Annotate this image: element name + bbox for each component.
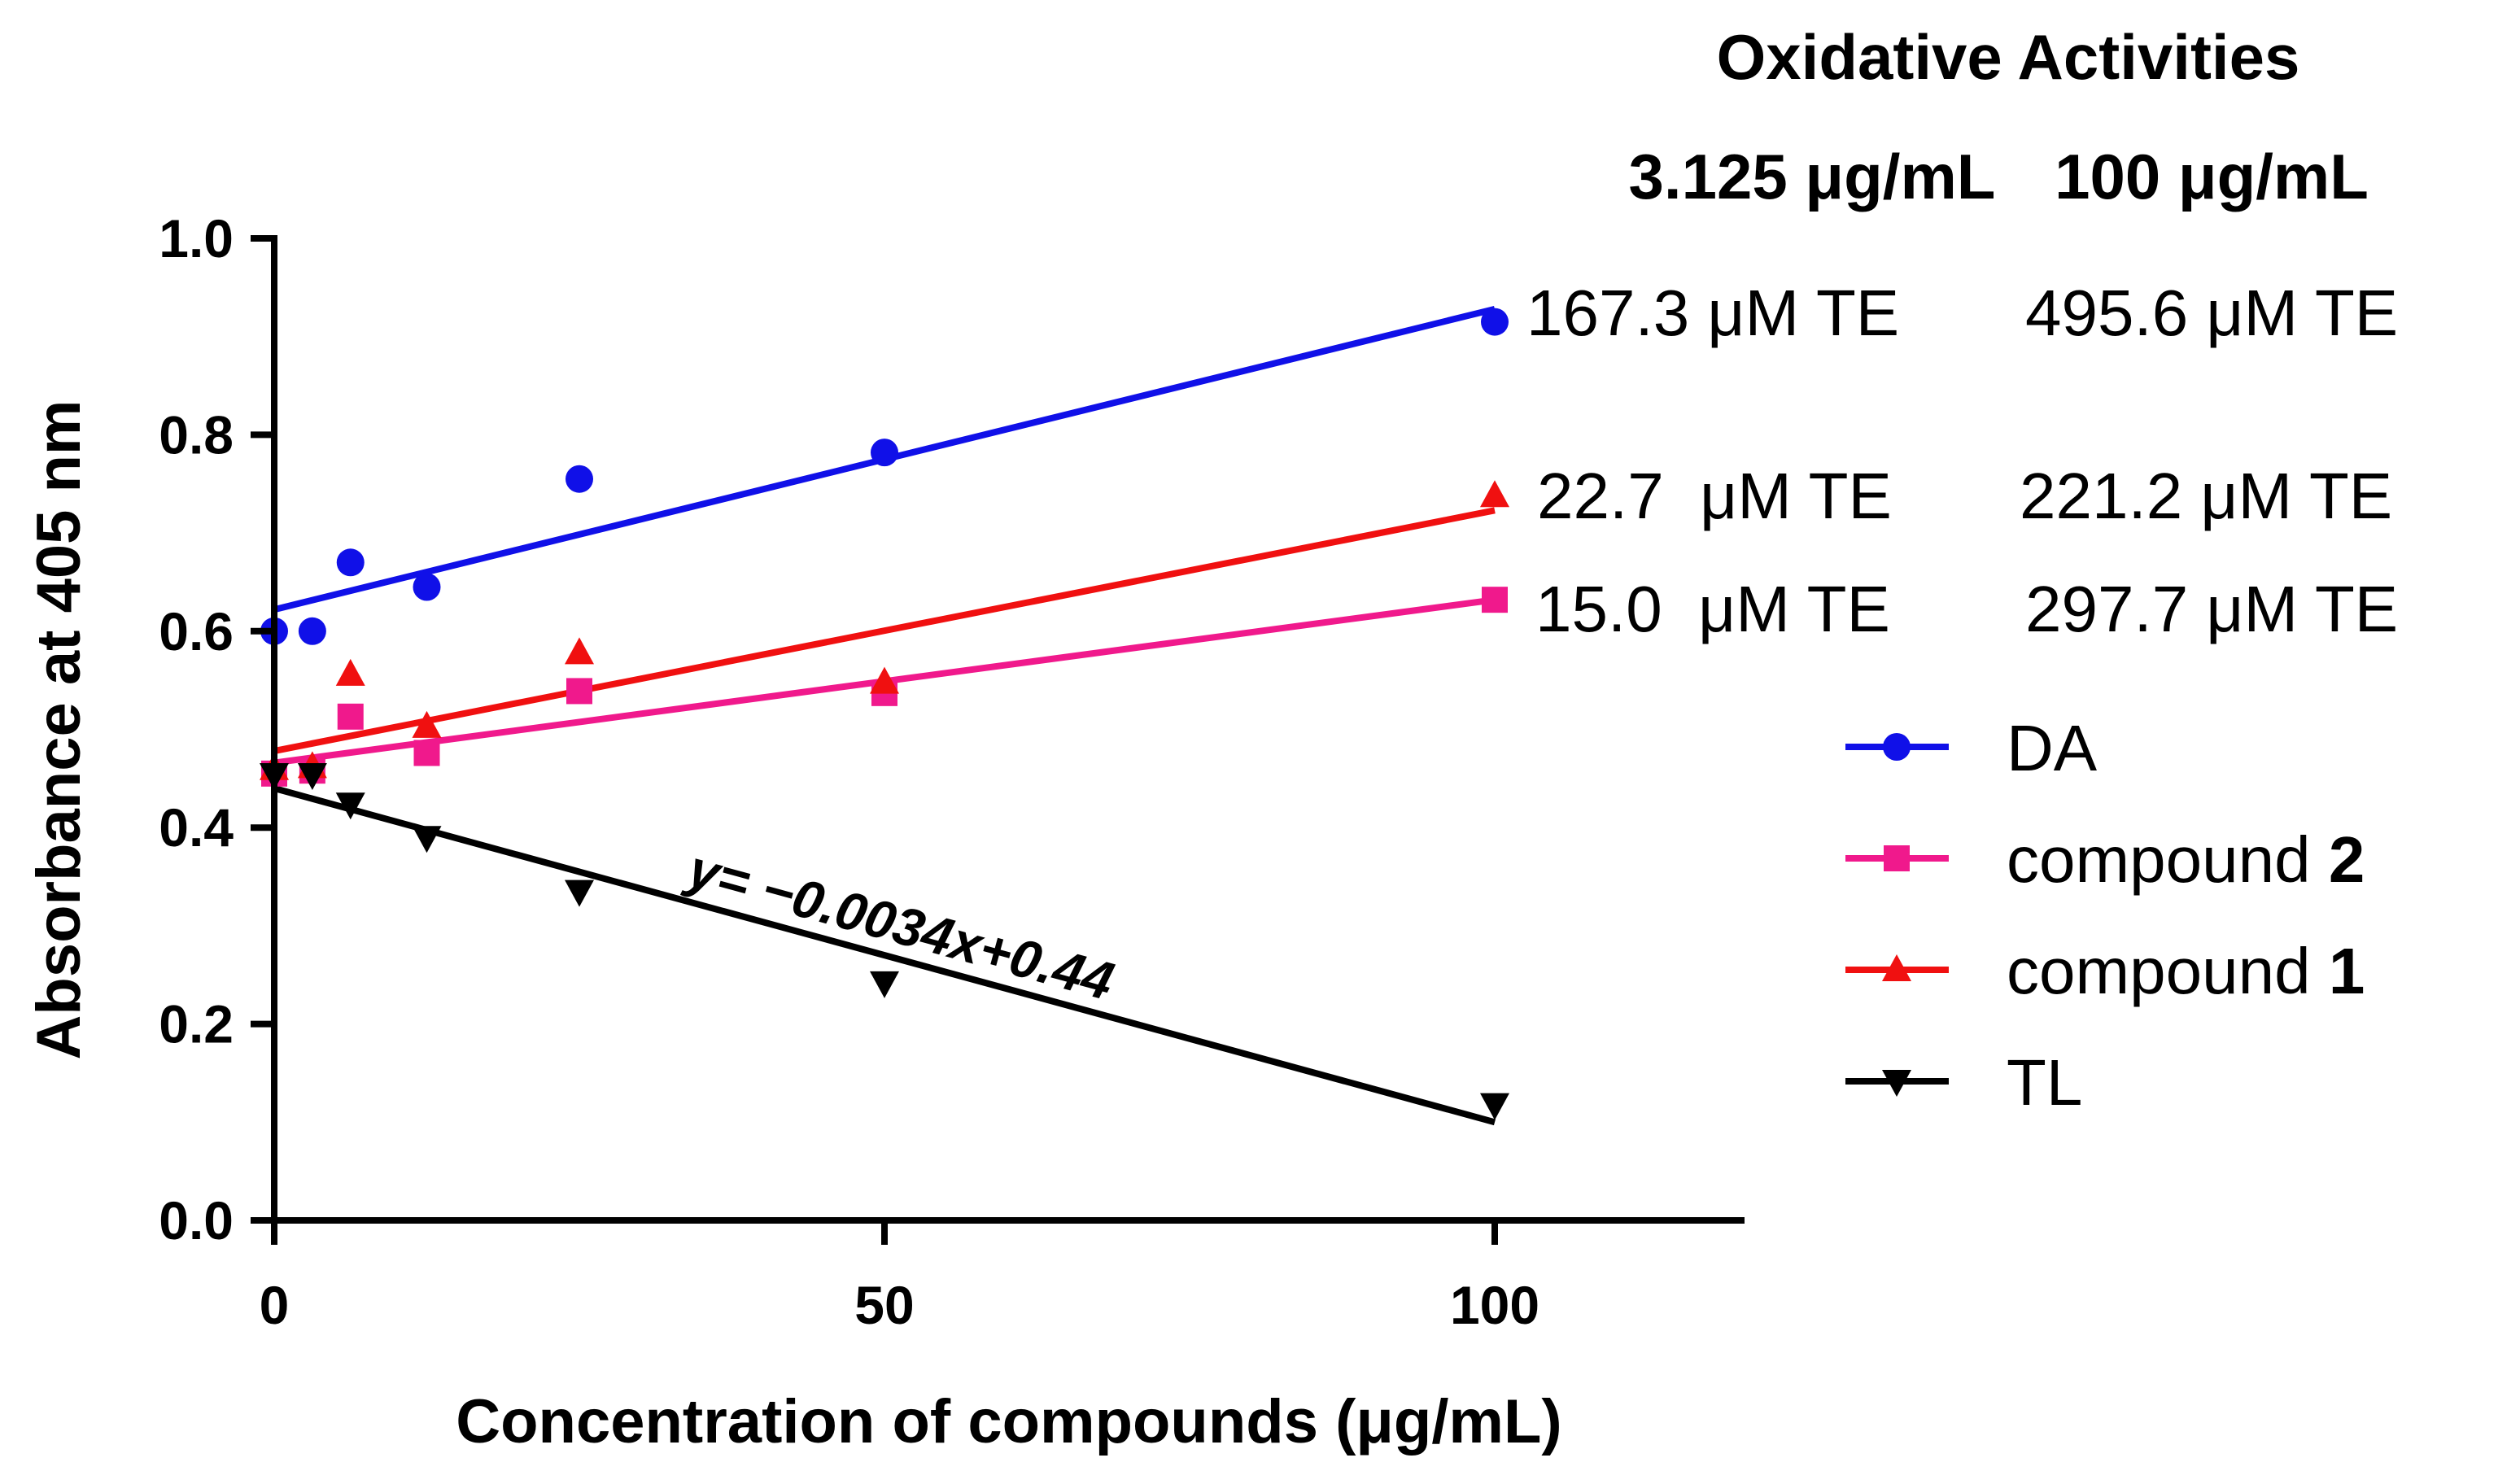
oxidative-activity-table: Oxidative Activities 3.125 μg/mL 100 μg/… [1526, 21, 2398, 645]
ticks: 0.0 0.2 0.4 0.6 0.8 1.0 0 50 100 [159, 208, 1539, 1335]
data-point-compound-1 [565, 637, 594, 665]
y-tick-label: 1.0 [159, 208, 234, 268]
table-cell-compound2-high: 297.7 μM TE [2025, 573, 2398, 645]
x-tick-label: 50 [854, 1275, 914, 1335]
legend-marker-da [1883, 733, 1911, 761]
data-point-compound-2 [337, 703, 364, 730]
fit-line-tl [273, 785, 1496, 1126]
data-point-compound-1 [412, 710, 442, 738]
data-point-da [336, 548, 365, 577]
legend-label-compound-1: compound 1 [2007, 935, 2365, 1007]
y-tick-label: 0.6 [159, 601, 234, 661]
legend-marker-compound-1 [1882, 954, 1911, 981]
data-point-da [871, 439, 898, 467]
data-point-compound-1 [335, 658, 365, 686]
legend-marker-compound-2 [1884, 845, 1910, 871]
fit-lines [273, 306, 1496, 1126]
data-point-tl [1480, 1093, 1509, 1120]
data-point-da [566, 465, 593, 493]
data-point-da [298, 617, 326, 645]
data-point-compound-2 [1482, 587, 1508, 613]
x-tick-label: 0 [260, 1275, 290, 1335]
fit-line-compound-1 [273, 507, 1496, 754]
fit-equation-annotation: y= −0.0034x+0.44 [679, 837, 1120, 1011]
y-tick-label: 0.8 [159, 404, 234, 465]
chart-title: Oxidative Activities [1717, 21, 2300, 93]
data-point-compound-2 [566, 678, 592, 705]
legend-marker-tl [1882, 1070, 1911, 1097]
data-point-tl [335, 792, 365, 820]
data-point-compound-1 [1480, 480, 1509, 508]
data-point-tl [870, 971, 899, 998]
data-point-compound-2 [413, 740, 440, 766]
data-point-da [413, 573, 441, 601]
data-point-tl [297, 763, 327, 791]
axes [271, 235, 1745, 1224]
legend-label-da: DA [2007, 712, 2098, 784]
legend-label-tl: TL [2007, 1046, 2082, 1119]
data-point-compound-1 [870, 666, 899, 694]
x-axis-title: Concentration of compounds (μg/mL) [456, 1387, 1562, 1456]
y-axis-title: Absorbance at 405 nm [24, 400, 94, 1060]
y-tick-label: 0.2 [159, 994, 234, 1054]
y-tick-label: 0.4 [159, 797, 234, 858]
y-tick-label: 0.0 [159, 1190, 234, 1250]
table-header-low-conc: 3.125 μg/mL [1629, 141, 1996, 212]
data-point-tl [565, 879, 594, 907]
table-cell-compound1-low: 22.7 μM TE [1537, 460, 1892, 532]
data-points [260, 308, 1509, 1120]
table-cell-compound2-low: 15.0 μM TE [1535, 573, 1890, 645]
data-point-tl [412, 826, 442, 853]
legend-label-compound-2: compound 2 [2007, 823, 2365, 896]
table-cell-da-high: 495.6 μM TE [2025, 277, 2398, 349]
legend: DA compound 2 compound 1 TL [1845, 712, 2365, 1119]
data-point-da [1481, 308, 1509, 336]
x-tick-label: 100 [1450, 1275, 1539, 1335]
table-header-high-conc: 100 μg/mL [2055, 141, 2369, 212]
table-cell-compound1-high: 221.2 μM TE [2020, 460, 2392, 532]
table-cell-da-low: 167.3 μM TE [1526, 277, 1899, 349]
